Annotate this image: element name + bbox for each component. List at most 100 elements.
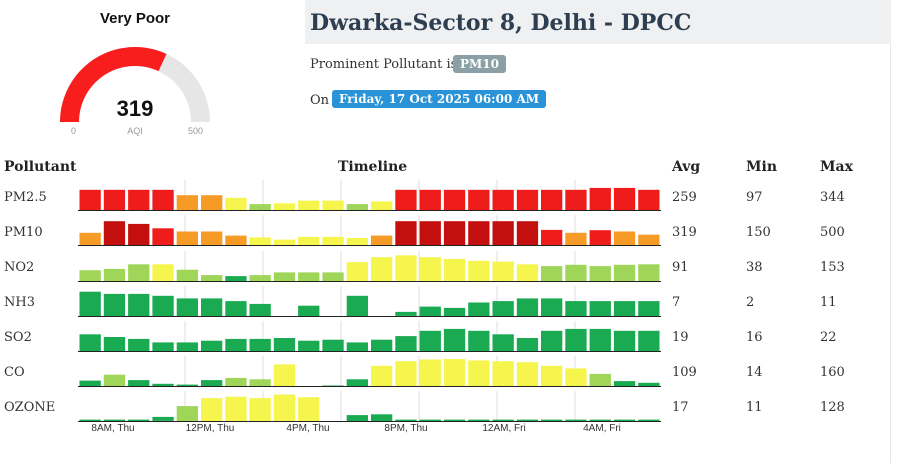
timeline-bar[interactable] [79,189,101,211]
timeline-bar[interactable] [565,264,587,281]
timeline-bar[interactable] [395,419,417,421]
timeline-bar[interactable] [322,385,344,387]
timeline-bar[interactable] [152,416,174,421]
timeline-bar[interactable] [346,295,368,317]
timeline-bar[interactable] [201,275,223,281]
timeline-bar[interactable] [273,364,296,386]
timeline-bar[interactable] [128,223,150,245]
timeline-bar[interactable] [201,231,223,246]
timeline-bar[interactable] [419,189,441,211]
timeline-bar[interactable] [419,419,441,421]
timeline-bar[interactable] [613,419,636,421]
timeline-bar[interactable] [541,330,563,352]
timeline-bar[interactable] [443,419,466,421]
timeline-bar[interactable] [79,291,101,316]
timeline-bar[interactable] [395,189,417,211]
timeline-bar[interactable] [371,201,393,210]
timeline-bar[interactable] [225,197,247,210]
timeline-bar[interactable] [201,340,223,351]
timeline-bar[interactable] [443,307,466,316]
timeline-bar[interactable] [152,264,174,281]
timeline-bar[interactable] [176,406,198,421]
timeline-bar[interactable] [371,365,393,387]
timeline-bar[interactable] [516,189,539,211]
timeline-bar[interactable] [516,221,539,245]
timeline-bar[interactable] [176,269,198,281]
timeline-bar[interactable] [79,270,101,281]
timeline-bar[interactable] [128,189,150,211]
timeline-bar[interactable] [395,221,417,245]
timeline-bar[interactable] [589,373,611,387]
timeline-bar[interactable] [249,338,271,352]
timeline-bar[interactable] [492,334,514,351]
timeline-bar[interactable] [298,305,320,316]
timeline-bar[interactable] [152,295,174,317]
timeline-bar[interactable] [103,337,126,351]
timeline-bar[interactable] [201,380,223,386]
timeline-bar[interactable] [516,298,539,316]
timeline-bar[interactable] [492,419,514,421]
timeline-bar[interactable] [176,384,198,386]
timeline-bar[interactable] [249,398,271,421]
timeline-bar[interactable] [443,258,466,281]
timeline-bar[interactable] [443,359,466,386]
timeline-bar[interactable] [638,419,660,421]
timeline-bar[interactable] [298,340,320,351]
timeline-bar[interactable] [176,298,198,316]
timeline-bar[interactable] [225,396,247,421]
timeline-bar[interactable] [201,298,223,316]
timeline-bar[interactable] [371,339,393,351]
timeline-bar[interactable] [419,359,441,387]
timeline-bar[interactable] [273,203,296,211]
timeline-bar[interactable] [419,221,441,245]
timeline-bar[interactable] [176,231,198,246]
timeline-bar[interactable] [541,266,563,281]
timeline-bar[interactable] [152,383,174,386]
timeline-bar[interactable] [322,236,344,245]
timeline-bar[interactable] [128,419,150,421]
timeline-bar[interactable] [79,232,101,245]
timeline-bar[interactable] [638,330,660,352]
timeline-bar[interactable] [249,237,271,245]
timeline-bar[interactable] [565,232,587,245]
timeline-bar[interactable] [298,236,320,245]
timeline-bar[interactable] [395,255,417,281]
timeline-bar[interactable] [176,195,198,211]
timeline-bar[interactable] [565,419,587,421]
timeline-bar[interactable] [638,264,660,281]
timeline-bar[interactable] [638,382,660,386]
timeline-bar[interactable] [419,330,441,352]
timeline-bar[interactable] [79,334,101,351]
timeline-bar[interactable] [152,189,174,211]
timeline-bar[interactable] [346,262,368,281]
timeline-bar[interactable] [371,414,393,422]
timeline-bar[interactable] [565,368,587,386]
timeline-bar[interactable] [273,239,296,245]
timeline-bar[interactable] [249,303,271,317]
timeline-bar[interactable] [346,415,368,421]
timeline-bar[interactable] [103,374,126,386]
timeline-bar[interactable] [128,264,150,281]
timeline-bar[interactable] [468,260,490,282]
timeline-bar[interactable] [322,200,344,210]
timeline-bar[interactable] [225,338,247,352]
timeline-bar[interactable] [589,419,611,421]
timeline-bar[interactable] [565,301,587,316]
timeline-bar[interactable] [225,301,247,316]
timeline-bar[interactable] [346,379,368,387]
timeline-bar[interactable] [152,342,174,351]
timeline-bar[interactable] [201,398,223,421]
timeline-bar[interactable] [492,261,514,281]
timeline-bar[interactable] [103,221,126,245]
timeline-bar[interactable] [638,301,660,316]
timeline-bar[interactable] [516,362,539,386]
timeline-bar[interactable] [565,189,587,211]
timeline-bar[interactable] [613,264,636,281]
timeline-bar[interactable] [468,360,490,386]
timeline-bar[interactable] [346,204,368,210]
timeline-bar[interactable] [638,234,660,245]
timeline-bar[interactable] [225,235,247,245]
timeline-bar[interactable] [492,301,514,316]
timeline-bar[interactable] [468,221,490,245]
timeline-bar[interactable] [468,302,490,317]
